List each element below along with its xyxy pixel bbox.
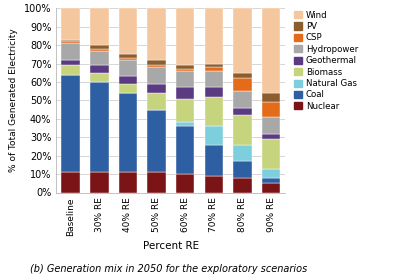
Bar xyxy=(233,115,251,145)
Bar xyxy=(261,134,280,139)
Bar xyxy=(233,8,251,73)
Bar xyxy=(233,108,251,115)
X-axis label: Percent RE: Percent RE xyxy=(142,241,198,251)
Bar xyxy=(204,126,223,145)
Bar xyxy=(204,87,223,97)
Bar xyxy=(61,43,80,60)
Bar xyxy=(204,64,223,67)
Bar xyxy=(261,8,280,93)
Bar xyxy=(90,8,108,45)
Bar xyxy=(61,60,80,65)
Bar xyxy=(90,65,108,73)
Bar xyxy=(61,75,80,172)
Bar xyxy=(90,172,108,192)
Bar xyxy=(118,54,137,58)
Bar xyxy=(175,8,194,65)
Bar xyxy=(204,8,223,64)
Bar xyxy=(261,93,280,102)
Bar xyxy=(175,71,194,87)
Bar xyxy=(147,172,166,192)
Bar xyxy=(118,84,137,93)
Legend: Wind, PV, CSP, Hydropower, Geothermal, Biomass, Natural Gas, Coal, Nuclear: Wind, PV, CSP, Hydropower, Geothermal, B… xyxy=(291,9,359,112)
Bar xyxy=(118,76,137,84)
Bar xyxy=(61,40,80,42)
Bar xyxy=(118,8,137,54)
Bar xyxy=(90,82,108,172)
Bar xyxy=(175,65,194,69)
Text: (b) Generation mix in 2050 for the exploratory scenarios: (b) Generation mix in 2050 for the explo… xyxy=(30,264,307,274)
Bar xyxy=(204,67,223,71)
Bar xyxy=(204,145,223,176)
Bar xyxy=(90,45,108,49)
Bar xyxy=(233,73,251,78)
Bar xyxy=(233,78,251,91)
Bar xyxy=(261,178,280,183)
Bar xyxy=(118,93,137,172)
Bar xyxy=(175,174,194,192)
Bar xyxy=(61,65,80,75)
Bar xyxy=(233,161,251,178)
Bar xyxy=(261,139,280,169)
Bar xyxy=(90,49,108,51)
Bar xyxy=(233,145,251,161)
Bar xyxy=(147,65,166,67)
Bar xyxy=(233,178,251,192)
Bar xyxy=(261,117,280,134)
Bar xyxy=(261,183,280,192)
Bar xyxy=(147,84,166,93)
Bar xyxy=(118,172,137,192)
Bar xyxy=(204,176,223,192)
Bar xyxy=(175,126,194,174)
Bar xyxy=(204,71,223,87)
Bar xyxy=(147,8,166,60)
Bar xyxy=(61,8,80,40)
Bar xyxy=(90,73,108,82)
Bar xyxy=(118,60,137,76)
Bar xyxy=(175,122,194,126)
Bar xyxy=(147,93,166,109)
Bar xyxy=(61,42,80,43)
Bar xyxy=(261,169,280,178)
Bar xyxy=(118,58,137,60)
Bar xyxy=(147,60,166,65)
Bar xyxy=(261,102,280,117)
Bar xyxy=(61,172,80,192)
Bar xyxy=(90,51,108,65)
Bar xyxy=(147,67,166,84)
Bar xyxy=(175,98,194,122)
Bar xyxy=(233,91,251,108)
Y-axis label: % of Total Generated Electricity: % of Total Generated Electricity xyxy=(9,29,18,172)
Bar xyxy=(204,97,223,126)
Bar xyxy=(147,109,166,172)
Bar xyxy=(175,69,194,71)
Bar xyxy=(175,87,194,98)
